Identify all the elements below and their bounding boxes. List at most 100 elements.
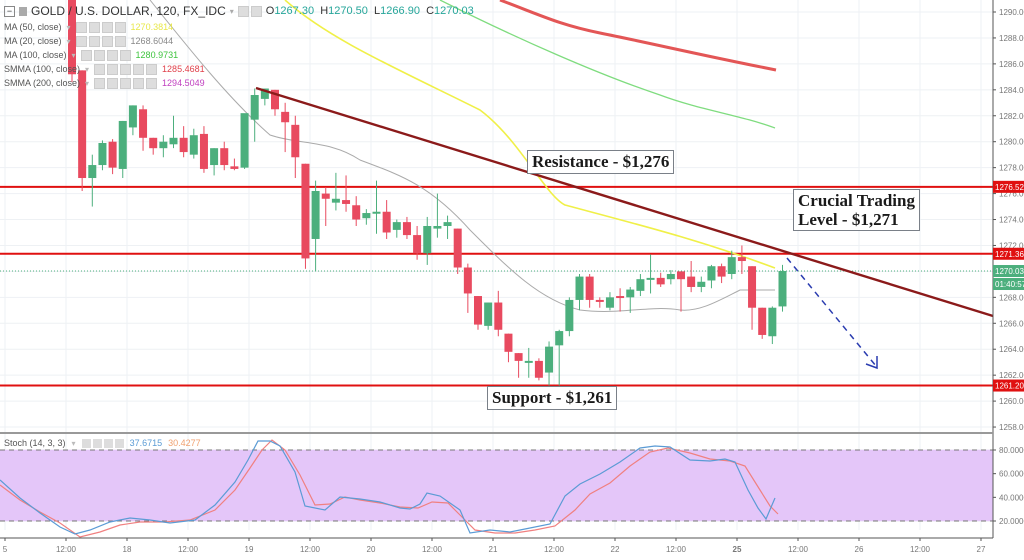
candle[interactable] [352, 196, 361, 227]
candle[interactable] [463, 263, 472, 313]
symbol-title[interactable]: GOLD / U.S. DOLLAR, 120, FX_IDC [31, 3, 226, 18]
dropdown-icon[interactable]: ▾ [85, 78, 90, 88]
candle[interactable] [758, 307, 767, 339]
candle[interactable] [433, 193, 442, 238]
candle[interactable] [697, 276, 706, 293]
candle[interactable] [311, 180, 320, 272]
candle[interactable] [331, 172, 340, 211]
candle[interactable] [189, 128, 198, 159]
candle[interactable] [210, 148, 219, 176]
candle[interactable] [484, 302, 493, 330]
candle[interactable] [545, 341, 554, 386]
candle[interactable] [169, 115, 178, 149]
candle[interactable] [555, 329, 564, 386]
candle[interactable] [128, 105, 137, 136]
candle[interactable] [677, 271, 685, 312]
candle[interactable] [321, 187, 330, 227]
indicator-label[interactable]: MA (20, close) [4, 35, 62, 46]
candle[interactable] [260, 88, 269, 106]
candle[interactable] [118, 120, 127, 179]
candle[interactable] [656, 272, 665, 287]
candle[interactable] [585, 273, 594, 308]
indicator-row[interactable]: MA (20, close) ▾ 1268.6044 [4, 34, 474, 48]
trendline[interactable] [255, 86, 994, 318]
indicator-buttons[interactable] [75, 21, 126, 33]
candle[interactable] [240, 113, 249, 169]
candle[interactable] [666, 270, 675, 285]
support-annotation[interactable]: Support - $1,261 [487, 386, 618, 410]
candle[interactable] [707, 264, 716, 289]
projection-arrow[interactable] [786, 257, 878, 370]
dropdown-icon[interactable]: ▾ [66, 22, 71, 32]
crucial-level-annotation[interactable]: Crucial Trading Level - $1,271 [793, 189, 920, 231]
candle[interactable] [291, 115, 300, 179]
price-axis[interactable]: 1258.00 1260.00 1262.00 1264.00 1266.00 1268.… [993, 8, 1024, 432]
indicator-label[interactable]: SMMA (100, close) [4, 63, 81, 74]
candle[interactable] [372, 180, 381, 234]
candle[interactable] [392, 219, 401, 238]
candle[interactable] [737, 245, 746, 274]
candle[interactable] [717, 263, 726, 284]
candle[interactable] [250, 88, 259, 142]
dropdown-icon[interactable]: ▾ [85, 64, 90, 74]
candle[interactable] [179, 126, 188, 158]
indicator-row[interactable]: MA (100, close) ▾ 1280.9731 [4, 48, 474, 62]
candle[interactable] [616, 288, 625, 312]
candle[interactable] [382, 200, 391, 239]
candle[interactable] [565, 297, 574, 337]
candle[interactable] [595, 297, 604, 308]
indicator-label[interactable]: SMMA (200, close) [4, 77, 81, 88]
candle[interactable] [605, 292, 614, 311]
candle[interactable] [98, 140, 107, 171]
candle[interactable] [230, 158, 239, 171]
stoch-buttons[interactable] [81, 438, 124, 448]
collapse-icon[interactable]: − [4, 5, 15, 17]
indicator-row[interactable]: MA (50, close) ▾ 1270.3814 [4, 20, 474, 34]
candle[interactable] [504, 333, 513, 363]
candle[interactable] [514, 353, 523, 378]
candle[interactable] [453, 228, 462, 274]
indicator-row[interactable]: SMMA (200, close) ▾ 1294.5049 [4, 76, 474, 90]
candle[interactable] [88, 154, 97, 207]
candle[interactable] [423, 216, 432, 265]
candle[interactable] [220, 141, 229, 171]
candle[interactable] [534, 358, 543, 381]
candle[interactable] [139, 105, 148, 151]
candle[interactable] [402, 216, 411, 239]
candle[interactable] [159, 135, 168, 158]
dropdown-icon[interactable]: ▾ [71, 438, 76, 448]
candle[interactable] [78, 70, 87, 191]
candle[interactable] [646, 254, 655, 294]
indicator-label[interactable]: MA (100, close) [4, 49, 67, 60]
indicator-row[interactable]: SMMA (100, close) ▾ 1285.4681 [4, 62, 474, 76]
candle[interactable] [108, 139, 117, 175]
candle[interactable] [362, 209, 371, 225]
candle[interactable] [636, 273, 645, 297]
candle[interactable] [342, 175, 351, 212]
candle[interactable] [768, 306, 777, 345]
candle[interactable] [626, 286, 635, 313]
candle[interactable] [413, 226, 422, 260]
candle[interactable] [199, 126, 208, 173]
candle[interactable] [778, 264, 787, 312]
candle[interactable] [575, 273, 584, 311]
candle[interactable] [494, 290, 503, 337]
indicator-buttons[interactable] [80, 49, 131, 61]
dropdown-icon[interactable]: ▾ [71, 50, 76, 60]
horizontal-levels[interactable] [0, 185, 993, 387]
candle[interactable] [748, 266, 757, 330]
candle[interactable] [727, 250, 736, 280]
indicator-label[interactable]: MA (50, close) [4, 21, 62, 32]
dropdown-icon[interactable]: ▾ [229, 6, 234, 16]
indicator-buttons[interactable] [94, 63, 158, 75]
candle[interactable] [68, 0, 76, 83]
indicator-buttons[interactable] [94, 77, 158, 89]
candlestick-series[interactable] [68, 0, 787, 386]
candle[interactable] [301, 163, 310, 269]
candle[interactable] [443, 215, 452, 239]
candle[interactable] [474, 296, 482, 330]
candle[interactable] [687, 261, 696, 293]
dropdown-icon[interactable]: ▾ [66, 36, 71, 46]
symbol-buttons[interactable] [237, 5, 262, 17]
